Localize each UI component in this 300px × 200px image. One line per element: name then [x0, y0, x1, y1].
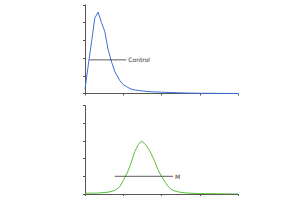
svg-text:Control: Control — [128, 56, 150, 63]
svg-text:M: M — [175, 173, 180, 180]
